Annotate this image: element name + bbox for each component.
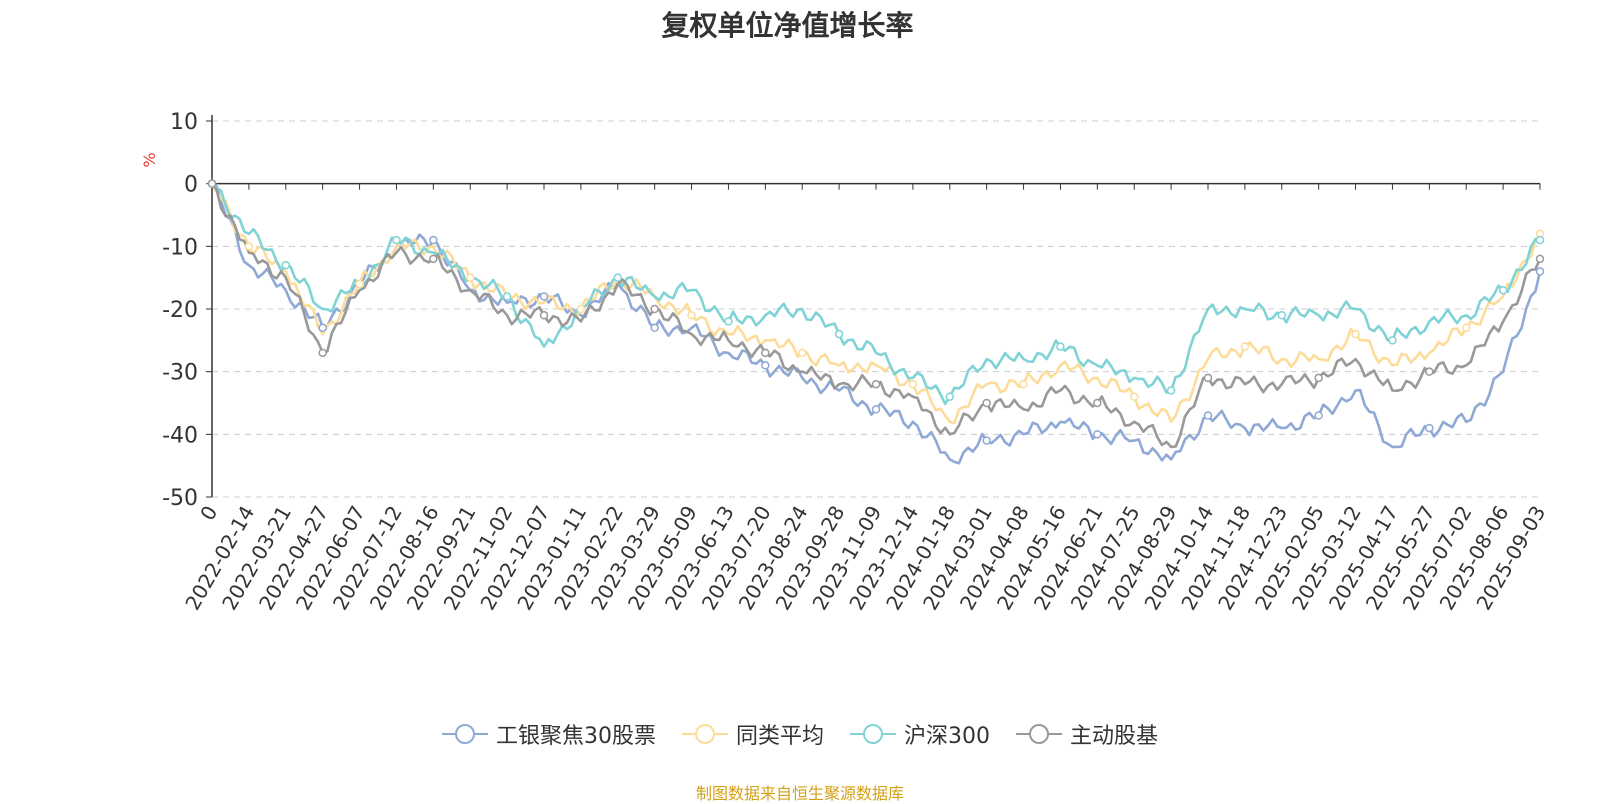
data-point bbox=[318, 323, 327, 333]
data-point bbox=[945, 392, 955, 401]
data-point bbox=[1203, 373, 1213, 383]
data-point bbox=[613, 273, 623, 282]
legend-item[interactable]: 同类平均 bbox=[681, 718, 824, 750]
line-chart: 100-10-20-30-40-5002022-02-142022-03-212… bbox=[140, 110, 1550, 614]
data-point bbox=[1461, 323, 1471, 333]
data-point bbox=[650, 304, 659, 314]
data-point bbox=[1425, 367, 1434, 376]
data-point bbox=[761, 348, 770, 358]
data-point bbox=[539, 292, 549, 301]
data-point bbox=[982, 398, 991, 408]
data-point bbox=[1388, 336, 1397, 345]
data-point bbox=[1019, 379, 1028, 389]
y-tick-label: -30 bbox=[162, 361, 198, 386]
y-tick-label: 0 bbox=[184, 173, 198, 198]
x-tick-label: 0 bbox=[195, 502, 222, 525]
series-line bbox=[210, 183, 1542, 425]
data-point bbox=[429, 235, 438, 245]
data-point bbox=[1535, 254, 1545, 264]
data-point bbox=[1277, 311, 1287, 320]
data-point bbox=[1535, 235, 1545, 245]
data-point bbox=[797, 348, 807, 358]
data-point bbox=[392, 235, 401, 245]
data-point bbox=[465, 273, 475, 282]
data-point bbox=[576, 304, 586, 314]
legend-item[interactable]: 沪深300 bbox=[850, 718, 990, 750]
series-line bbox=[211, 182, 1541, 406]
legend-swatch-icon bbox=[681, 724, 728, 744]
data-point bbox=[871, 405, 881, 414]
data-point bbox=[1535, 267, 1545, 276]
data-point bbox=[207, 179, 217, 188]
axes: 100-10-20-30-40-5002022-02-142022-03-212… bbox=[162, 110, 1550, 614]
data-point bbox=[1240, 342, 1250, 351]
data-point bbox=[355, 279, 364, 289]
chart-title: 复权单位净值增长率 bbox=[661, 9, 914, 42]
y-tick-label: -40 bbox=[162, 423, 198, 448]
series-lines bbox=[210, 182, 1542, 465]
data-point bbox=[1203, 411, 1213, 420]
data-point bbox=[318, 348, 327, 358]
series-markers bbox=[207, 179, 1545, 445]
data-point bbox=[502, 292, 512, 301]
data-point bbox=[1166, 386, 1176, 395]
data-point bbox=[1129, 392, 1139, 401]
data-point bbox=[539, 311, 549, 320]
data-point bbox=[1093, 398, 1102, 408]
data-point bbox=[1093, 430, 1102, 439]
y-tick-label: -20 bbox=[162, 298, 198, 323]
legend-label: 主动股基 bbox=[1070, 724, 1159, 749]
legend-swatch-icon bbox=[1016, 724, 1062, 744]
data-point bbox=[429, 254, 438, 264]
legend-item[interactable]: 工银聚焦30股票 bbox=[441, 718, 656, 750]
legend-item[interactable]: 主动股基 bbox=[1016, 718, 1158, 750]
data-point bbox=[1056, 342, 1065, 351]
data-point bbox=[908, 379, 918, 389]
y-tick-label: -10 bbox=[162, 235, 198, 260]
data-point bbox=[1314, 373, 1323, 383]
data-point bbox=[244, 242, 254, 251]
legend-label: 沪深300 bbox=[904, 724, 990, 749]
legend-swatch-icon bbox=[441, 724, 488, 744]
legend-swatch-icon bbox=[850, 724, 896, 744]
y-axis-label: % bbox=[140, 152, 159, 167]
data-point bbox=[834, 329, 844, 339]
data-point bbox=[1351, 329, 1360, 339]
chart-legend: 工银聚焦30股票 同类平均 沪深300 主动股基 bbox=[0, 718, 1600, 750]
data-point bbox=[1425, 423, 1434, 433]
legend-label: 同类平均 bbox=[735, 724, 824, 749]
data-point bbox=[982, 436, 991, 445]
data-point bbox=[281, 260, 291, 270]
data-point bbox=[871, 379, 881, 389]
data-point bbox=[687, 311, 696, 320]
source-note: 制图数据来自恒生聚源数据库 bbox=[695, 784, 904, 803]
data-point bbox=[1498, 285, 1508, 295]
series-line bbox=[211, 182, 1542, 465]
data-point bbox=[650, 323, 659, 333]
data-point bbox=[724, 317, 733, 326]
data-point bbox=[761, 361, 770, 370]
y-tick-label: -50 bbox=[162, 486, 198, 511]
y-tick-label: 10 bbox=[170, 110, 198, 135]
data-point bbox=[1314, 411, 1323, 420]
legend-label: 工银聚焦30股票 bbox=[495, 724, 656, 749]
